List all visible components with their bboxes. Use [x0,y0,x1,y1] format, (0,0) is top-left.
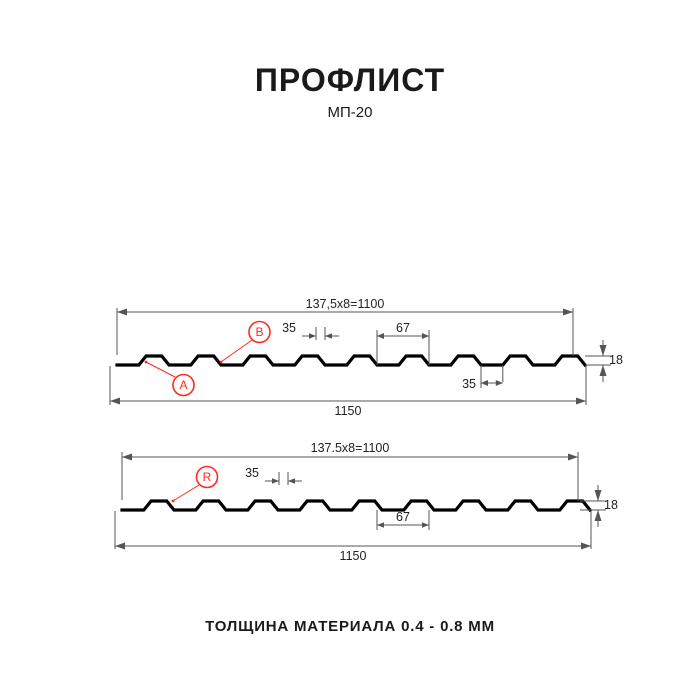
svg-text:B: B [255,325,263,339]
svg-text:18: 18 [609,353,623,367]
svg-text:137,5x8=1100: 137,5x8=1100 [306,297,385,311]
svg-text:35: 35 [462,377,476,391]
svg-text:A: A [179,378,187,392]
svg-text:67: 67 [396,510,410,524]
svg-text:18: 18 [604,498,618,512]
svg-text:1150: 1150 [335,404,362,418]
svg-text:R: R [203,470,212,484]
svg-text:35: 35 [282,321,296,335]
svg-text:67: 67 [396,321,410,335]
svg-text:137.5x8=1100: 137.5x8=1100 [311,441,390,455]
svg-text:1150: 1150 [340,549,367,563]
svg-text:35: 35 [245,466,259,480]
